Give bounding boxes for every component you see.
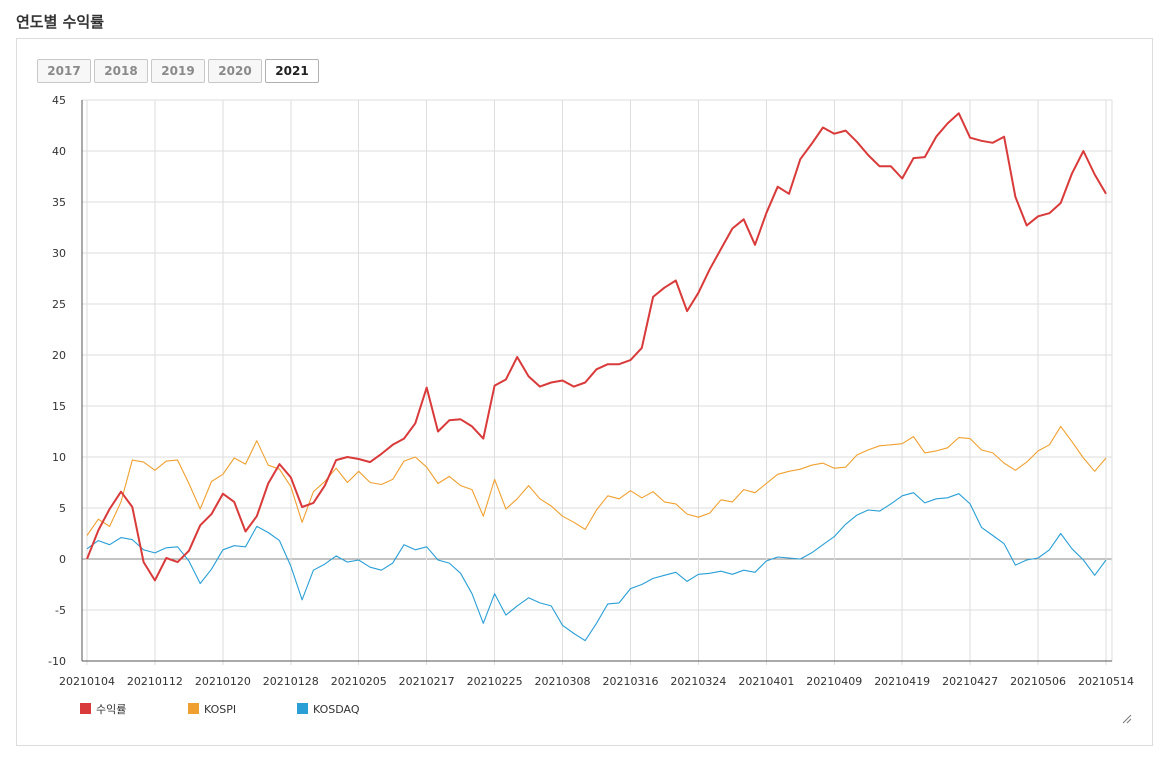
x-tick-label: 20210104 bbox=[59, 675, 115, 688]
y-tick-label: -10 bbox=[48, 655, 66, 668]
x-tick-label: 20210120 bbox=[195, 675, 251, 688]
y-tick-label: -5 bbox=[55, 604, 66, 617]
legend-label: KOSDAQ bbox=[313, 703, 360, 716]
x-tick-label: 20210324 bbox=[670, 675, 726, 688]
y-tick-label: 0 bbox=[59, 553, 66, 566]
year-tab-2018[interactable]: 2018 bbox=[94, 59, 148, 83]
x-tick-label: 20210316 bbox=[602, 675, 658, 688]
legend-swatch bbox=[297, 703, 308, 714]
x-tick-label: 20210308 bbox=[535, 675, 591, 688]
series-line-kospi bbox=[86, 425, 1107, 536]
legend-label: KOSPI bbox=[204, 703, 236, 716]
year-tab-2020[interactable]: 2020 bbox=[208, 59, 262, 83]
resize-grip-icon[interactable] bbox=[1122, 714, 1132, 724]
x-tick-label: 20210427 bbox=[942, 675, 998, 688]
legend-item: KOSPI bbox=[188, 703, 236, 716]
series-line-kosdaq bbox=[86, 492, 1107, 642]
y-tick-label: 10 bbox=[52, 451, 66, 464]
y-tick-label: 15 bbox=[52, 400, 66, 413]
legend-item: 수익률 bbox=[80, 703, 126, 716]
legend-label: 수익률 bbox=[96, 703, 126, 716]
year-tab-2021[interactable]: 2021 bbox=[265, 59, 319, 83]
x-tick-label: 20210205 bbox=[331, 675, 387, 688]
y-tick-label: 35 bbox=[52, 196, 66, 209]
y-tick-label: 20 bbox=[52, 349, 66, 362]
x-tick-label: 20210112 bbox=[127, 675, 183, 688]
x-tick-label: 20210217 bbox=[399, 675, 455, 688]
series-line-return bbox=[86, 112, 1107, 582]
x-tick-label: 20210506 bbox=[1010, 675, 1066, 688]
legend-swatch bbox=[80, 703, 91, 714]
x-tick-label: 20210225 bbox=[467, 675, 523, 688]
x-tick-label: 20210419 bbox=[874, 675, 930, 688]
y-tick-label: 45 bbox=[52, 94, 66, 107]
x-tick-label: 20210409 bbox=[806, 675, 862, 688]
legend-item: KOSDAQ bbox=[297, 703, 360, 716]
year-tab-2019[interactable]: 2019 bbox=[151, 59, 205, 83]
y-tick-label: 30 bbox=[52, 247, 66, 260]
x-tick-label: 20210514 bbox=[1078, 675, 1134, 688]
legend-swatch bbox=[188, 703, 199, 714]
chart-panel bbox=[16, 38, 1153, 746]
y-tick-label: 40 bbox=[52, 145, 66, 158]
y-tick-label: 25 bbox=[52, 298, 66, 311]
x-tick-label: 20210401 bbox=[738, 675, 794, 688]
page-title: 연도별 수익률 bbox=[16, 13, 105, 31]
year-tab-2017[interactable]: 2017 bbox=[37, 59, 91, 83]
x-tick-label: 20210128 bbox=[263, 675, 319, 688]
year-tabs: 2017 2018 2019 2020 2021 bbox=[37, 59, 319, 83]
y-tick-label: 5 bbox=[59, 502, 66, 515]
